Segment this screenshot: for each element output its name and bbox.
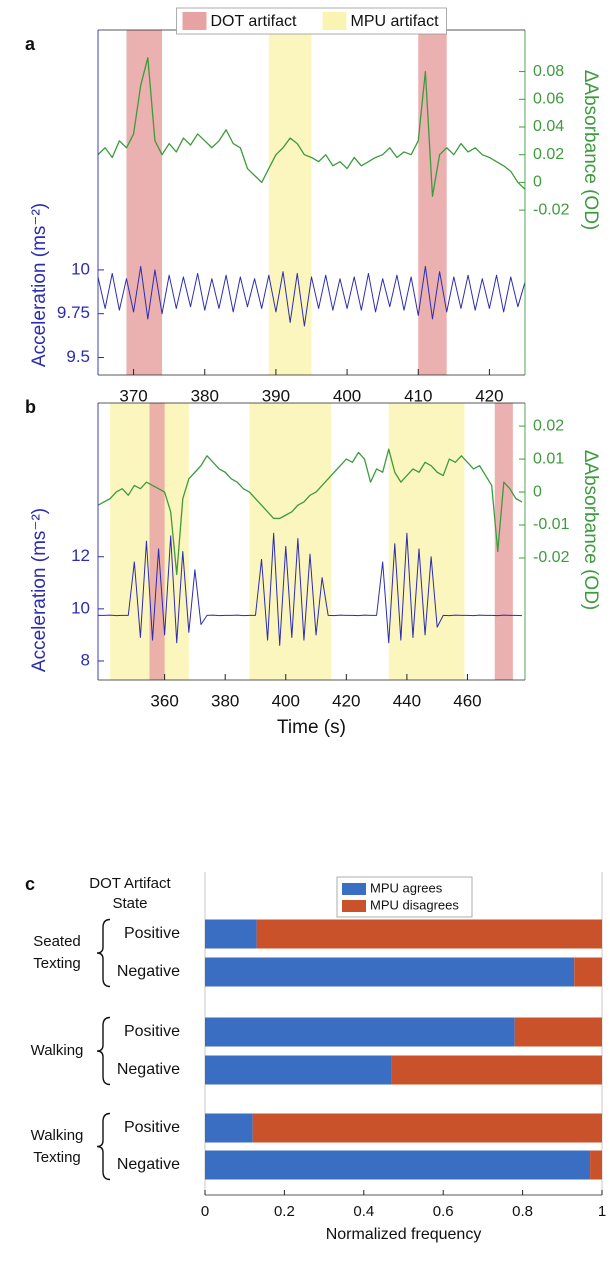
y-tick-label: 9.5 (66, 347, 90, 366)
bar-segment (574, 957, 602, 987)
panel-label: a (25, 34, 36, 54)
legend-swatch (322, 12, 347, 30)
y2-tick-label: 0.02 (533, 417, 564, 434)
y2-tick-label: 0.08 (533, 63, 564, 80)
y2-tick-label: -0.01 (533, 516, 570, 533)
x-tick-label: 0.2 (274, 1203, 295, 1220)
bar-segment (252, 1113, 602, 1143)
y-tick-label: 12 (71, 546, 90, 565)
x-tick-label: 400 (333, 386, 361, 405)
x-tick-label: 1 (598, 1203, 606, 1220)
category-label: Positive (124, 925, 180, 942)
bar-segment (256, 919, 602, 949)
legend-label: MPU disagrees (370, 897, 459, 912)
bar-segment (590, 1150, 602, 1180)
y-tick-label: 10 (71, 259, 90, 278)
bar-segment (205, 1113, 253, 1143)
bar-segment (205, 1017, 515, 1047)
x-tick-label: 0.6 (433, 1203, 454, 1220)
y2-axis-label: ΔAbsorbance (OD) (580, 70, 601, 231)
group-brace (96, 1016, 111, 1086)
y-tick-label: 8 (81, 650, 90, 669)
x-tick-label: 400 (272, 691, 300, 710)
x-axis-label: Time (s) (277, 717, 346, 738)
bar-segment (205, 1150, 591, 1180)
x-tick-label: 420 (332, 691, 360, 710)
legend-swatch (342, 900, 366, 912)
group-brace (96, 1112, 111, 1181)
y2-tick-label: -0.02 (533, 201, 570, 218)
series-line (98, 265, 525, 327)
artifact-span (249, 403, 332, 680)
x-tick-label: 420 (475, 386, 503, 405)
panel-label: b (25, 397, 36, 417)
bar-segment (205, 957, 575, 987)
y2-tick-label: 0.02 (533, 146, 564, 163)
bar-segment (205, 1055, 392, 1085)
category-label: Positive (124, 1119, 180, 1136)
x-tick-label: 460 (453, 691, 481, 710)
y-tick-label: 9.75 (57, 303, 90, 322)
group-label: Walking (30, 1042, 84, 1059)
table-header: DOT Artifact State (89, 875, 171, 912)
plot-area (98, 403, 523, 680)
y2-tick-label: 0.06 (533, 90, 564, 107)
x-tick-label: 380 (211, 691, 239, 710)
y2-tick-label: 0.04 (533, 118, 564, 135)
artifact-span (149, 403, 165, 680)
bar-segment (205, 919, 257, 949)
x-tick-label: 410 (404, 386, 432, 405)
category-label: Negative (117, 1156, 180, 1173)
y2-axis-label: ΔAbsorbance (OD) (580, 450, 601, 611)
y-tick-label: 10 (71, 598, 90, 617)
series-line (98, 57, 525, 197)
panel-label: c (25, 874, 35, 894)
bar-segment (391, 1055, 602, 1085)
x-tick-label: 360 (150, 691, 178, 710)
artifact-span (126, 30, 163, 375)
group-brace (96, 918, 111, 988)
series-line (98, 448, 523, 576)
legend-label: MPU agrees (370, 880, 443, 895)
group-label: Walking Texting (30, 1126, 84, 1166)
artifact-span (268, 30, 312, 375)
x-tick-label: 0.8 (512, 1203, 533, 1220)
legend-label: DOT artifact (211, 13, 298, 30)
bar-segment (514, 1017, 602, 1047)
x-axis-label: Normalized frequency (326, 1226, 482, 1243)
category-label: Negative (117, 963, 180, 980)
x-tick-label: 370 (119, 386, 147, 405)
x-tick-label: 0 (201, 1203, 209, 1220)
artifact-span (388, 403, 465, 680)
legend-swatch (342, 883, 366, 895)
y2-tick-label: 0.01 (533, 450, 564, 467)
x-tick-label: 390 (262, 386, 290, 405)
y2-tick-label: 0 (533, 174, 542, 191)
series-line (98, 532, 522, 646)
x-tick-label: 0.4 (353, 1203, 374, 1220)
x-tick-label: 380 (191, 386, 219, 405)
y-axis-label: Acceleration (ms⁻²) (29, 508, 50, 672)
group-label: Seated Texting (33, 933, 81, 972)
y2-tick-label: -0.02 (533, 549, 570, 566)
legend-box (176, 7, 447, 35)
x-tick-label: 440 (393, 691, 421, 710)
category-label: Negative (117, 1061, 180, 1078)
artifact-span (418, 30, 447, 375)
category-label: Positive (124, 1023, 180, 1040)
y-axis-label: Acceleration (ms⁻²) (29, 203, 50, 367)
y2-tick-label: 0 (533, 483, 542, 500)
legend-label: MPU artifact (351, 13, 440, 30)
plot-area (98, 30, 525, 375)
legend-swatch (182, 12, 207, 30)
artifact-span (494, 403, 513, 680)
